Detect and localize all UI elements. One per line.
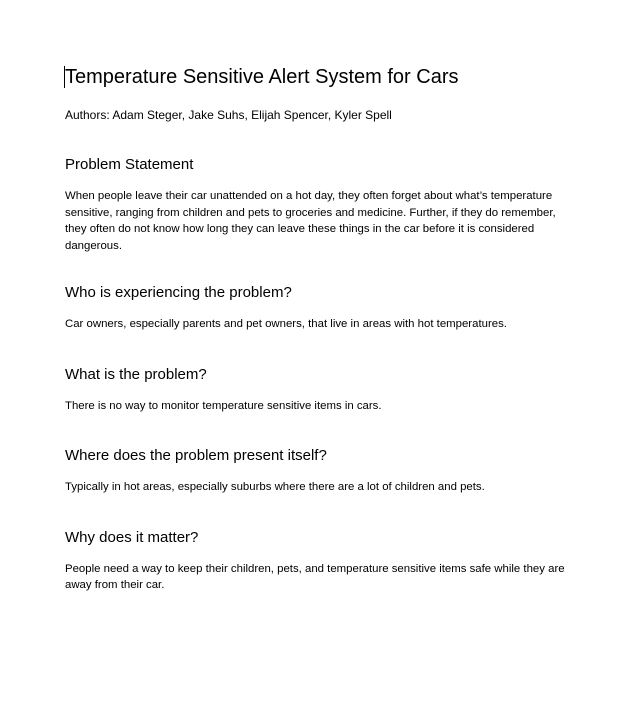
section-where: Where does the problem present itself? T… [65, 445, 565, 496]
section-heading[interactable]: Where does the problem present itself? [65, 447, 327, 464]
section-problem-statement: Problem Statement When people leave thei… [65, 154, 565, 254]
section-heading[interactable]: Why does it matter? [65, 528, 199, 546]
text-cursor [64, 66, 65, 88]
section-what: What is the problem? There is no way to … [65, 364, 565, 415]
section-body[interactable]: There is no way to monitor temperature s… [65, 399, 382, 412]
section-body[interactable]: People need a way to keep their children… [65, 562, 565, 592]
title-block: Temperature Sensitive Alert System for C… [64, 62, 565, 92]
section-heading[interactable]: Problem Statement [65, 156, 194, 173]
section-heading[interactable]: What is the problem? [65, 365, 207, 383]
section-who: Who is experiencing the problem? Car own… [65, 282, 565, 333]
section-body[interactable]: Typically in hot areas, especially subur… [65, 481, 485, 493]
section-why: Why does it matter? People need a way to… [65, 527, 565, 594]
section-body[interactable]: When people leave their car unattended o… [65, 190, 556, 252]
section-heading[interactable]: Who is experiencing the problem? [65, 284, 292, 301]
document-title[interactable]: Temperature Sensitive Alert System for C… [65, 66, 459, 88]
section-body[interactable]: Car owners, especially parents and pet o… [65, 318, 507, 330]
document-page[interactable]: Temperature Sensitive Alert System for C… [64, 62, 565, 594]
authors-line[interactable]: Authors: Adam Steger, Jake Suhs, Elijah … [65, 108, 392, 122]
